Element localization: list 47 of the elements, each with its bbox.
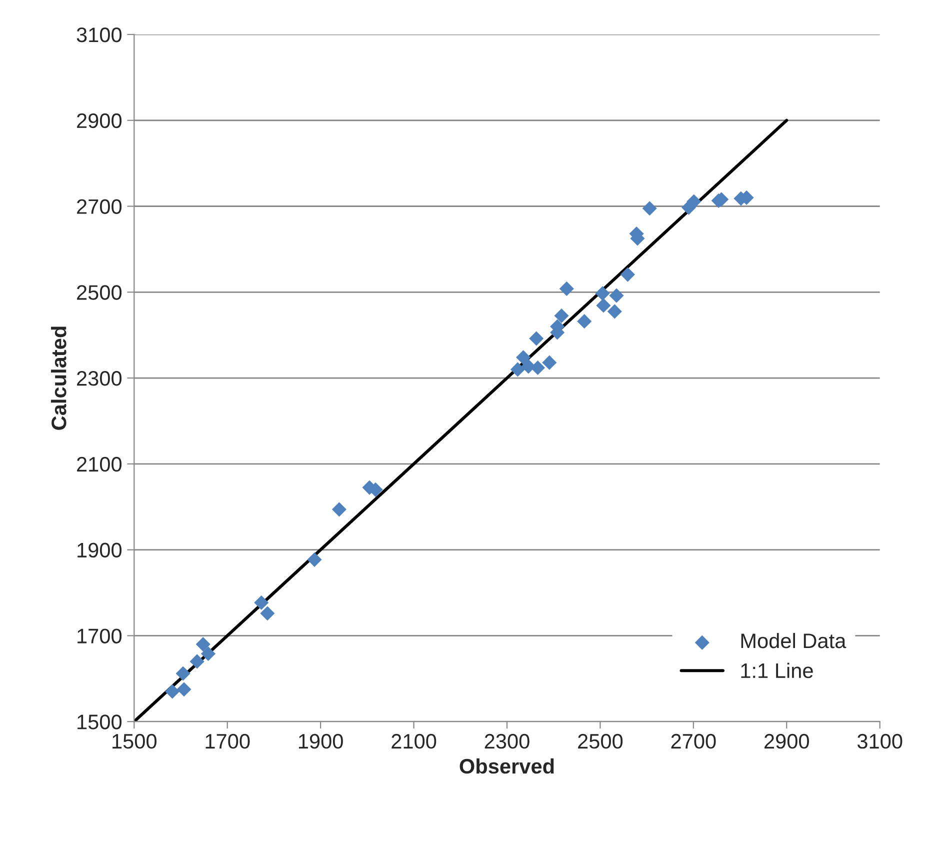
point: [542, 355, 557, 370]
y-axis-title: Calculated: [51, 326, 66, 430]
y-tick-label: 3100: [76, 27, 122, 42]
x-tick-label: 2100: [392, 734, 436, 749]
point: [516, 350, 531, 365]
point: [307, 552, 322, 567]
x-tick-label: 2700: [671, 734, 716, 749]
point: [510, 362, 525, 377]
point: [196, 636, 210, 652]
x-tick-label: 1900: [298, 734, 343, 749]
x-tick-label: 1700: [206, 734, 250, 749]
x-tick-label: 2900: [764, 734, 809, 749]
legend-label: 1:1 Line: [741, 662, 813, 678]
x-axis-title: Observed: [460, 758, 554, 774]
point: [530, 360, 546, 376]
point: [165, 684, 180, 699]
x-tick-label: 3100: [857, 734, 902, 749]
y-tick-label: 1700: [78, 628, 122, 644]
legend-label: Model Data: [741, 632, 846, 648]
point: [176, 666, 190, 681]
x-tick-label: 2500: [578, 734, 623, 749]
x-tick-label: 2300: [484, 734, 530, 749]
point: [332, 502, 346, 517]
point: [254, 595, 269, 610]
point: [577, 314, 592, 329]
point: [686, 194, 702, 209]
point: [642, 201, 657, 216]
point: [176, 682, 192, 697]
point: [190, 654, 204, 669]
x-tick-label: 1500: [112, 734, 156, 749]
y-tick-label: 2700: [77, 199, 122, 214]
point: [609, 288, 624, 303]
point: [260, 606, 275, 621]
y-tick-label: 2300: [77, 371, 122, 386]
y-tick-label: 2900: [77, 113, 122, 128]
point: [559, 281, 574, 296]
y-tick-label: 1900: [78, 542, 122, 558]
point: [529, 331, 544, 346]
point: [595, 286, 610, 301]
y-tick-label: 1500: [78, 714, 122, 730]
point: [200, 646, 216, 662]
point: [554, 308, 569, 324]
point: [607, 304, 622, 319]
point: [620, 267, 635, 282]
y-tick-label: 2100: [77, 456, 122, 472]
point: [596, 298, 611, 313]
y-tick-label: 2500: [77, 285, 122, 300]
